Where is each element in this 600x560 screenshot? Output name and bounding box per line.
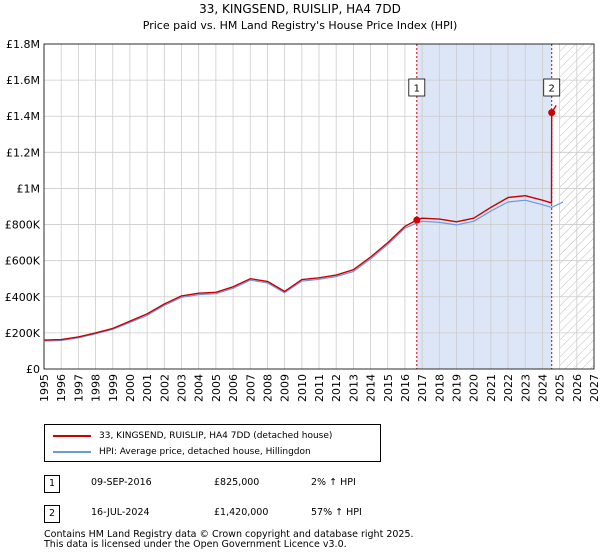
- x-tick-label: 2023: [519, 374, 532, 402]
- x-tick-label: 2019: [451, 374, 464, 402]
- legend: 33, KINGSEND, RUISLIP, HA4 7DD (detached…: [44, 424, 381, 462]
- footer-line-1: Contains HM Land Registry data © Crown c…: [44, 529, 414, 540]
- plot-frame: [43, 43, 595, 370]
- x-tick-label: 2009: [279, 374, 292, 402]
- sale-label-box: [408, 78, 426, 97]
- x-tick-label: 2011: [313, 374, 326, 402]
- x-tick-label: 1997: [72, 374, 85, 402]
- x-tick-label: 2018: [433, 374, 446, 402]
- series-line-hpi: [43, 199, 564, 342]
- sale-label-box: [543, 78, 561, 97]
- x-tick-label: 2014: [365, 374, 378, 402]
- sale-period-shade: [416, 44, 552, 369]
- x-tick-label: 2025: [554, 374, 567, 402]
- chart-title: 33, KINGSEND, RUISLIP, HA4 7DD: [199, 2, 401, 16]
- legend-label-property: 33, KINGSEND, RUISLIP, HA4 7DD (detached…: [99, 431, 333, 441]
- x-tick-label: 2006: [227, 374, 240, 402]
- y-tick-label: £800K: [5, 219, 41, 232]
- footer-attribution: Contains HM Land Registry data © Crown c…: [44, 530, 414, 550]
- x-tick-label: 2013: [347, 374, 360, 402]
- y-tick-label: £1.8M: [6, 38, 40, 51]
- sale-date: 16-JUL-2024: [91, 507, 150, 518]
- chart-subtitle: Price paid vs. HM Land Registry's House …: [143, 19, 458, 32]
- legend-line-hpi-swatch: [53, 451, 91, 453]
- legend-line-property-swatch: [53, 435, 91, 437]
- y-tick-label: £1.2M: [6, 146, 40, 159]
- x-tick-label: 2024: [536, 374, 549, 402]
- x-tick-label: 1998: [90, 374, 103, 402]
- x-tick-label: 2002: [158, 374, 171, 402]
- x-tick-label: 2022: [502, 374, 515, 402]
- x-tick-label: 1999: [107, 374, 120, 402]
- y-tick-label: £400K: [5, 291, 41, 304]
- x-tick-label: 2003: [176, 374, 189, 402]
- sale-price: £1,420,000: [214, 507, 269, 518]
- series-line-property: [43, 105, 557, 341]
- sale-date: 09-SEP-2016: [91, 477, 152, 488]
- y-tick-label: £1M: [17, 182, 41, 195]
- legend-label-hpi: HPI: Average price, detached house, Hill…: [99, 447, 311, 457]
- sale-point: [548, 109, 556, 117]
- x-tick-label: 2021: [485, 374, 498, 402]
- x-tick-label: 2000: [124, 374, 137, 402]
- x-tick-label: 2004: [193, 374, 206, 402]
- x-tick-label: 2008: [261, 374, 274, 402]
- x-tick-label: 1996: [55, 374, 68, 402]
- x-tick-label: 2017: [416, 374, 429, 402]
- footer-line-2: This data is licensed under the Open Gov…: [44, 539, 347, 550]
- price-chart: 33, KINGSEND, RUISLIP, HA4 7DD Price pai…: [5, 2, 600, 402]
- sale-number-badge: 2: [44, 505, 60, 523]
- y-tick-label: £600K: [5, 255, 41, 268]
- x-tick-label: 2026: [571, 374, 584, 402]
- sale-hpi-change: 2% ↑ HPI: [311, 477, 356, 488]
- y-tick-label: £1.6M: [6, 74, 40, 87]
- x-tick-label: 2020: [468, 374, 481, 402]
- x-tick-label: 2015: [382, 374, 395, 402]
- x-tick-label: 2016: [399, 374, 412, 402]
- y-tick-label: £0: [26, 363, 40, 376]
- sale-price: £825,000: [214, 477, 260, 488]
- sale-label-text: 2: [549, 84, 555, 95]
- sale-hpi-change: 57% ↑ HPI: [311, 507, 362, 518]
- y-tick-label: £1.4M: [6, 110, 40, 123]
- x-tick-label: 2012: [330, 374, 343, 402]
- sale-point: [413, 216, 421, 224]
- x-tick-label: 2007: [244, 374, 257, 402]
- x-tick-label: 2001: [141, 374, 154, 402]
- y-tick-label: £200K: [5, 327, 41, 340]
- sale-number-badge: 1: [44, 475, 60, 493]
- x-tick-label: 2010: [296, 374, 309, 402]
- sale-label-text: 1: [414, 84, 420, 95]
- x-tick-label: 2005: [210, 374, 223, 402]
- x-tick-label: 1995: [38, 374, 51, 402]
- x-tick-label: 2027: [588, 374, 600, 402]
- plot-area: £0 £200K £400K £600K £800K £1M £1.2M £1.4M £1.6M…: [5, 38, 600, 402]
